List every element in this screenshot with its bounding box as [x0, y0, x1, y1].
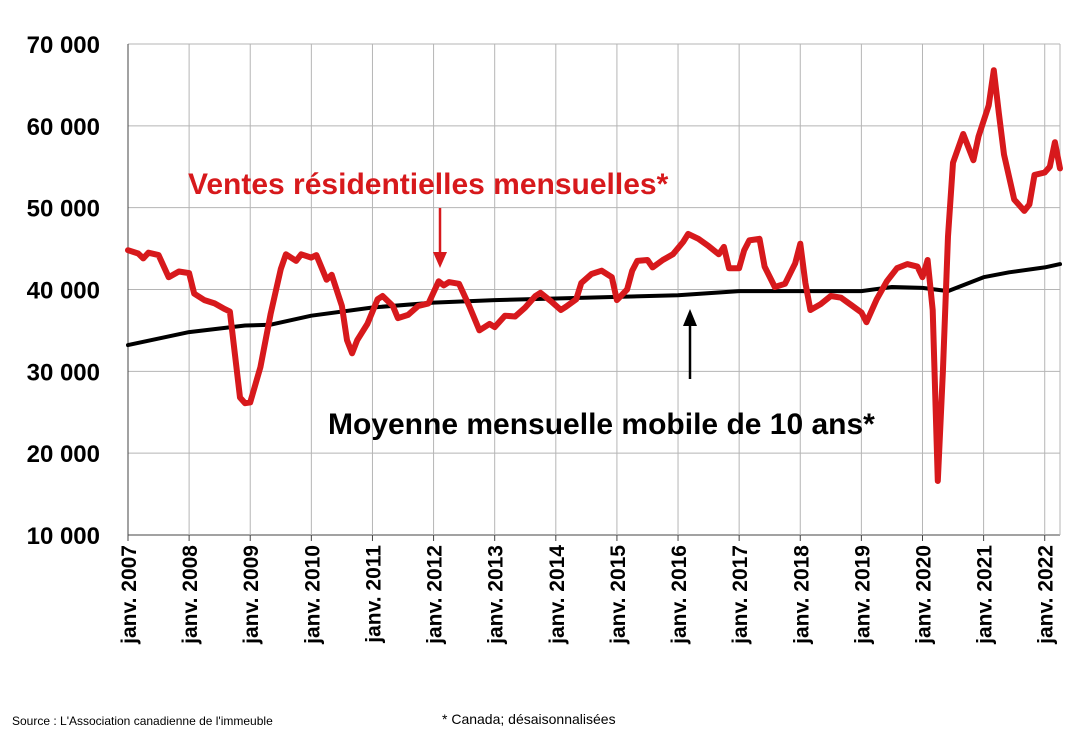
y-tick-label: 20 000: [27, 441, 100, 468]
x-tick-label: janv. 2008: [179, 545, 202, 645]
y-tick-label: 30 000: [27, 359, 100, 386]
sales-series-line: [125, 67, 1063, 484]
x-tick-label: janv. 2007: [118, 545, 141, 645]
y-tick-label: 10 000: [27, 523, 100, 550]
x-tick-label: janv. 2018: [790, 545, 813, 645]
y-tick-label: 50 000: [27, 196, 100, 223]
x-tick-label: janv. 2009: [240, 545, 263, 645]
average-series-line: [126, 262, 1062, 348]
x-tick-label: janv. 2022: [1035, 545, 1058, 645]
x-tick-label: janv. 2021: [974, 545, 997, 645]
average-series-annotation: Moyenne mensuelle mobile de 10 ans*: [328, 408, 875, 441]
x-tick-label: janv. 2019: [851, 545, 874, 645]
x-tick-label: janv. 2013: [485, 545, 508, 645]
x-tick-label: janv. 2015: [607, 545, 630, 645]
x-axis-tick-labels: janv. 2007 janv. 2008 janv. 2009 janv. 2010…: [118, 545, 1058, 645]
x-tick-label: janv. 2010: [301, 545, 324, 645]
y-axis-tick-labels: 10 000 20 000 30 000 40 000 50 000 60 000 70 0…: [27, 32, 100, 550]
sales-series-annotation: Ventes résidentielles mensuelles*: [188, 168, 669, 201]
x-tick-label: janv. 2016: [668, 545, 691, 645]
x-tick-label: janv. 2012: [424, 545, 447, 645]
footnote: * Canada; désaisonnalisées: [442, 711, 616, 727]
y-tick-label: 70 000: [27, 32, 100, 59]
source-note: Source : L'Association canadienne de l'i…: [12, 714, 273, 728]
x-tick-label: janv. 2014: [546, 545, 569, 645]
average-annotation-arrowhead: [683, 309, 697, 326]
y-tick-label: 60 000: [27, 114, 100, 141]
series-lines: [125, 67, 1063, 484]
y-tick-label: 40 000: [27, 278, 100, 305]
x-tick-label: janv. 2020: [912, 545, 935, 645]
x-tick-label: janv. 2017: [729, 545, 752, 645]
x-tick-label: janv. 2011: [362, 545, 385, 644]
sales-annotation-arrowhead: [433, 252, 447, 268]
